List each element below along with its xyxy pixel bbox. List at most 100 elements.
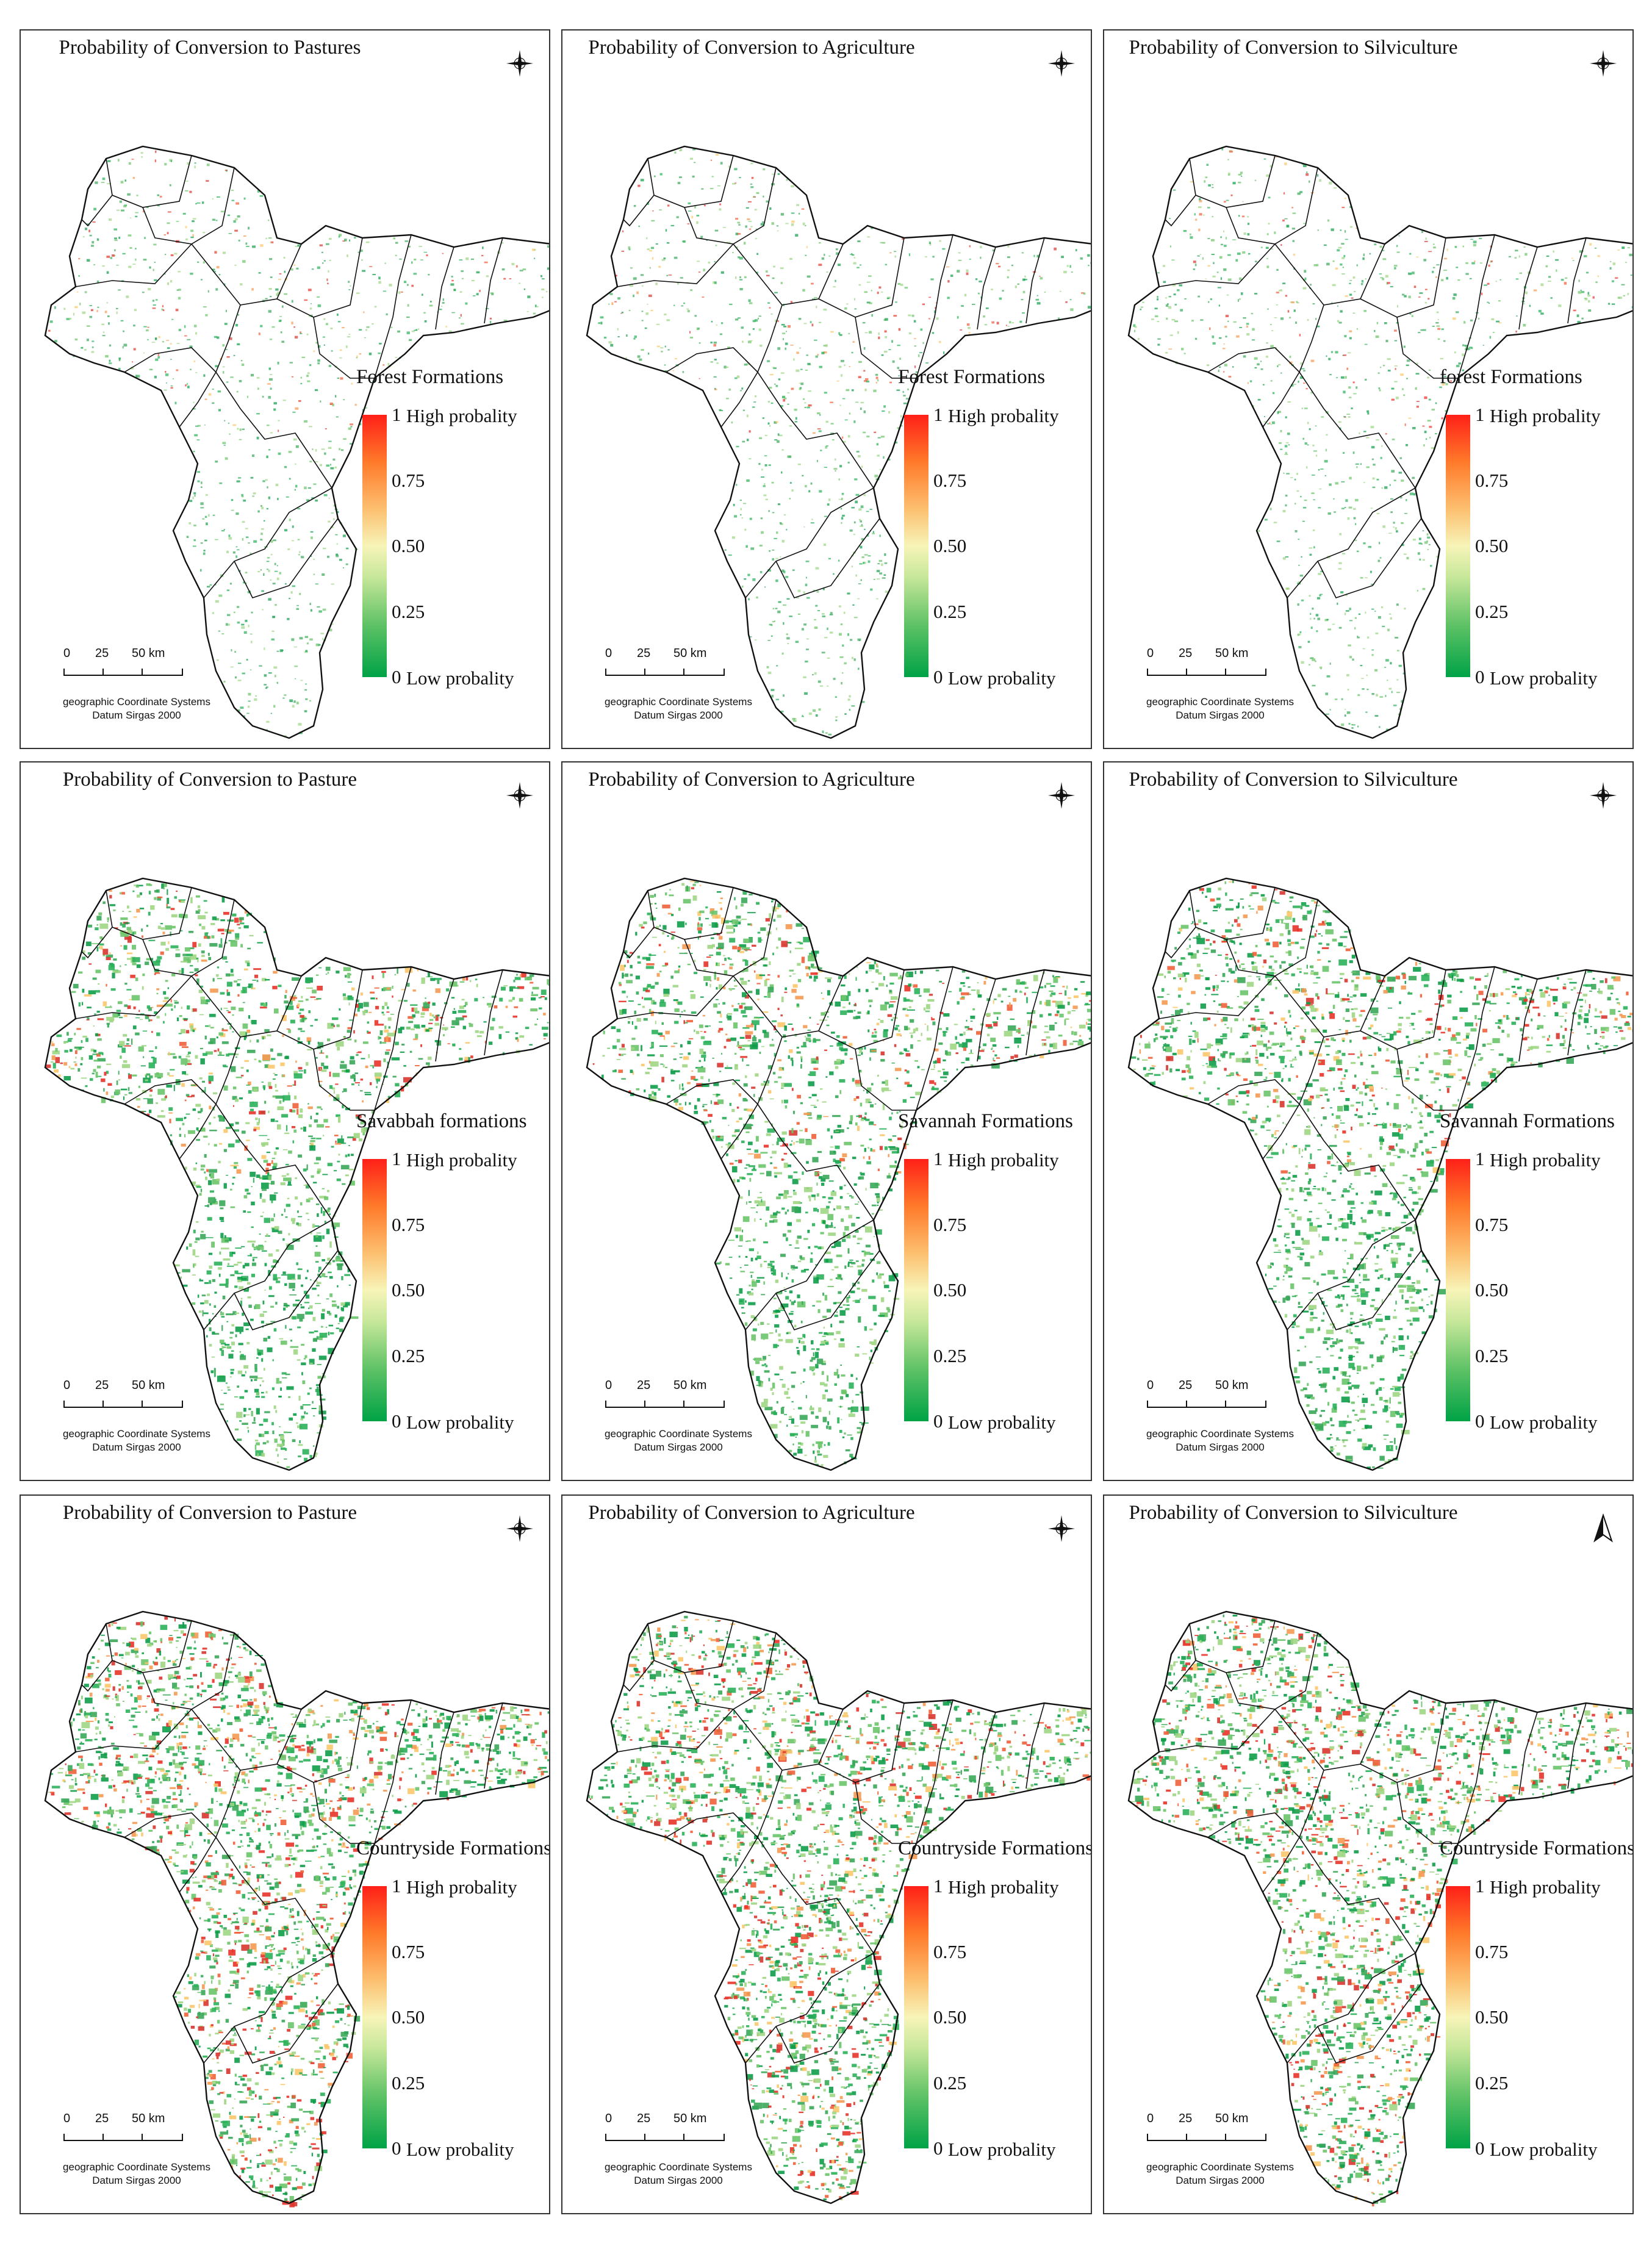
probability-patch [336,1179,341,1182]
probability-patch [52,1050,60,1055]
probability-patch [166,340,170,341]
tick-label-025: 0.25 [392,600,425,622]
probability-patch [232,1031,234,1033]
probability-patch [855,977,857,981]
probability-patch [1379,696,1384,698]
map-panel: Probability of Conversion to Agriculture… [561,761,1092,1481]
probability-patch [1291,207,1293,209]
probability-patch [98,946,100,949]
probability-patch [428,1027,433,1030]
probability-patch [479,290,481,292]
probability-patch [290,591,293,594]
probability-patch [312,1288,317,1290]
probability-patch [1417,552,1420,555]
probability-patch [1309,658,1313,659]
municipality-boundary [916,234,953,379]
probability-patch [88,229,91,232]
probability-patch [1439,386,1442,389]
probability-patch [147,339,149,340]
probability-patch [201,481,203,484]
probability-patch [435,988,440,993]
probability-patch [232,1252,235,1255]
probability-patch [846,1297,851,1299]
probability-patch [437,1014,440,1017]
probability-patch [316,1138,321,1139]
municipality-boundary [1360,237,1446,318]
probability-patch [799,387,802,390]
probability-patch [231,1066,236,1072]
probability-patch [356,357,357,359]
probability-patch [786,633,788,636]
probability-patch [63,1041,69,1043]
probability-patch [1301,556,1302,558]
probability-patch [167,889,168,895]
probability-patch [338,1153,340,1156]
probability-patch [1329,709,1331,711]
probability-patch [336,314,339,316]
probability-patch [273,1078,276,1080]
probability-patch [654,894,656,897]
probability-patch [336,1094,340,1098]
probability-patch [198,425,201,427]
probability-patch [841,682,842,685]
probability-patch [88,963,92,965]
probability-patch [217,966,220,969]
probability-patch [667,204,670,207]
probability-patch [526,311,529,312]
probability-patch [861,556,864,558]
probability-patch [407,304,409,307]
probability-patch [525,1027,530,1029]
probability-patch [812,298,816,300]
probability-patch [311,303,312,304]
probability-patch [296,1222,299,1225]
probability-patch [1316,174,1319,177]
probability-patch [247,986,251,988]
probability-patch [1545,265,1548,268]
probability-patch [894,251,897,253]
probability-patch [118,368,121,370]
probability-patch [1385,659,1389,662]
probability-patch [740,514,742,515]
probability-patch [339,559,342,561]
probability-patch [942,983,945,984]
probability-patch [808,1074,810,1076]
probability-patch [426,254,428,257]
probability-patch [1376,321,1379,325]
probability-patch [150,905,155,910]
probability-patch [90,1078,93,1081]
probability-patch [764,483,766,486]
probability-patch [287,618,290,620]
probability-patch [132,890,135,892]
probability-patch [869,331,872,334]
probability-patch [283,1307,286,1311]
probability-patch [734,377,738,379]
probability-patch [165,373,169,376]
probability-patch [271,1387,275,1390]
probability-patch [81,1040,83,1043]
probability-patch [617,336,620,337]
probability-patch [271,1265,276,1268]
probability-patch [242,986,247,994]
probability-patch [312,1401,314,1404]
probability-patch [255,1450,264,1456]
probability-patch [734,246,738,248]
probability-patch [1251,339,1255,341]
probability-patch [318,345,321,348]
probability-patch [810,522,814,524]
probability-patch [340,1061,345,1063]
probability-patch [207,290,209,293]
probability-patch [1299,191,1303,193]
probability-patch [266,455,268,459]
probability-patch [108,964,115,971]
probability-patch [292,1220,295,1224]
probability-patch [1021,299,1024,301]
probability-patch [309,1124,312,1127]
probability-patch [465,302,468,305]
probability-patch [683,1056,689,1060]
probability-patch [1090,262,1091,264]
municipality-boundary [75,243,192,287]
probability-patch [247,1296,251,1299]
probability-patch [265,687,268,689]
probability-patch [342,993,346,997]
probability-patch [118,159,120,162]
